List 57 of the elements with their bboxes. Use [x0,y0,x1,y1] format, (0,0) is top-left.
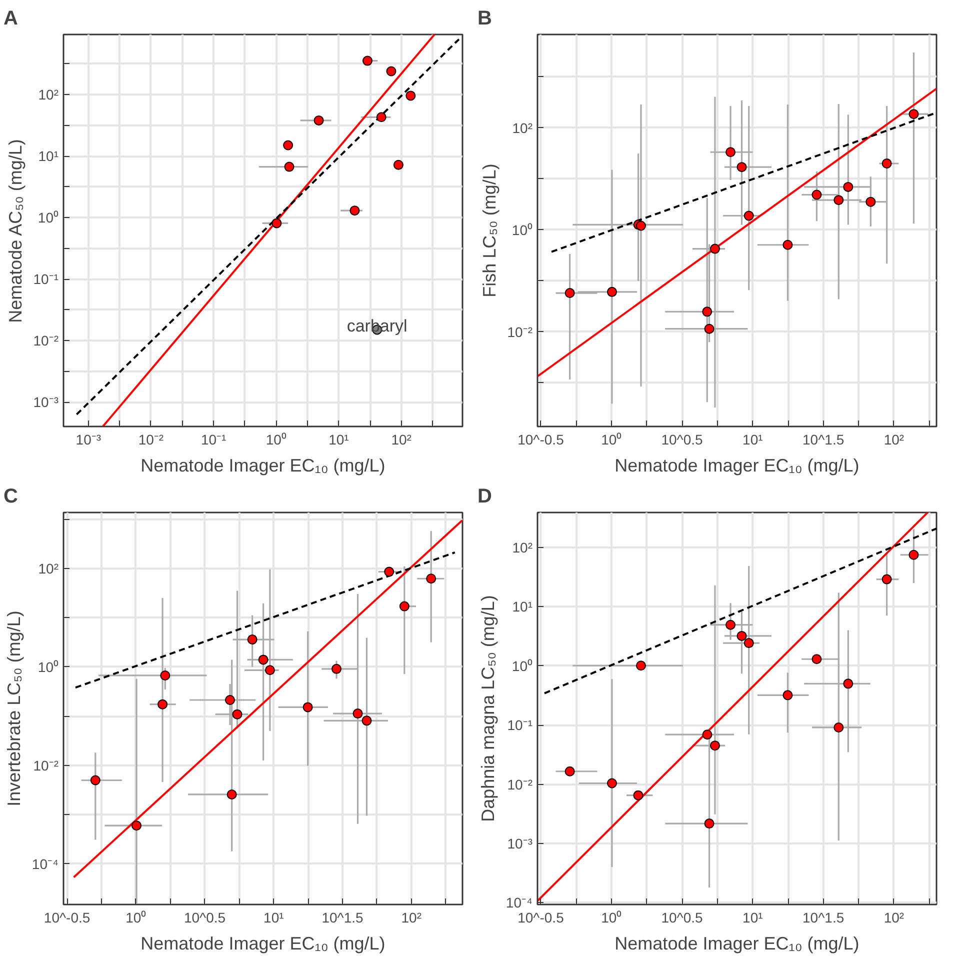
x-tick-label: 10¹ [742,910,764,926]
y-tick-label: 10⁰ [512,658,533,674]
x-tick-label: 10¹ [328,432,350,448]
y-tick-label: 10⁻³ [33,394,59,410]
y-axis-title: Nematode AC₅₀ (mg/L) [5,139,26,323]
x-tick-label: 10^-0.5 [44,910,90,926]
y-axis-title: Daphnia magna LC₅₀ (mg/L) [478,595,498,822]
x-tick-label: 10² [884,432,904,448]
y-axis-title: Invertebrate LC₅₀ (mg/L) [4,610,24,806]
x-tick-label: 10^-0.5 [518,432,564,448]
y-tick-label: 10⁰ [512,222,533,238]
y-tick-label: 10⁻⁴ [32,856,59,872]
y-tick-label: 10¹ [38,148,59,164]
x-tick-label: 10^1.5 [802,432,844,448]
x-axis-title: Nematode Imager EC₁₀ (mg/L) [140,456,386,476]
y-tick-label: 10² [38,86,59,103]
x-tick-label: 10⁻² [138,432,164,448]
y-tick-label: 10⁻¹ [507,717,533,734]
y-tick-label: 10⁻⁴ [506,894,533,911]
y-axis-title: Fish LC₅₀ (mg/L) [479,164,500,298]
chart-title: C [4,486,18,508]
y-tick-label: 10⁻² [33,757,59,774]
x-tick-label: 10^1.5 [802,910,844,926]
x-tick-label: 10² [884,910,904,926]
annotation: carbaryl [346,316,408,336]
x-tick-label: 10^0.5 [661,910,704,926]
chart-title: B [478,8,492,30]
chart-title: A [4,8,18,30]
x-tick-label: 10^0.5 [184,910,226,926]
y-tick-label: 10⁰ [38,210,59,226]
y-tick-label: 10⁻² [33,332,59,349]
x-tick-label: 10⁻¹ [200,432,227,448]
chart-title: D [478,486,492,508]
x-tick-label: 10¹ [264,910,284,926]
x-tick-label: 10^1.5 [322,910,364,926]
y-tick-label: 10⁻² [507,324,533,340]
x-tick-label: 10² [401,910,422,926]
x-tick-label: 10¹ [742,432,764,448]
y-tick-label: 10¹ [512,598,533,615]
y-tick-label: 10⁰ [38,658,59,675]
y-tick-label: 10⁻² [507,776,533,792]
y-tick-label: 10² [512,120,533,136]
x-axis-title: Nematode Imager EC₁₀ (mg/L) [614,934,860,954]
x-axis-title: Nematode Imager EC₁₀ (mg/L) [140,934,386,954]
x-tick-label: 10⁰ [126,910,146,926]
y-tick-label: 10² [512,539,533,556]
y-tick-label: 10⁻¹ [33,271,59,288]
x-tick-label: 10^0.5 [661,432,704,448]
x-axis-title: Nematode Imager EC₁₀ (mg/L) [614,456,860,476]
x-tick-label: 10⁰ [266,432,286,448]
x-tick-label: 10⁻³ [76,432,102,448]
x-tick-label: 10² [391,432,412,448]
x-tick-label: 10⁰ [601,432,622,448]
y-tick-label: 10⁻³ [507,835,533,852]
y-tick-label: 10² [38,560,59,576]
x-tick-label: 10⁰ [601,910,622,926]
x-tick-label: 10^-0.5 [518,910,564,926]
